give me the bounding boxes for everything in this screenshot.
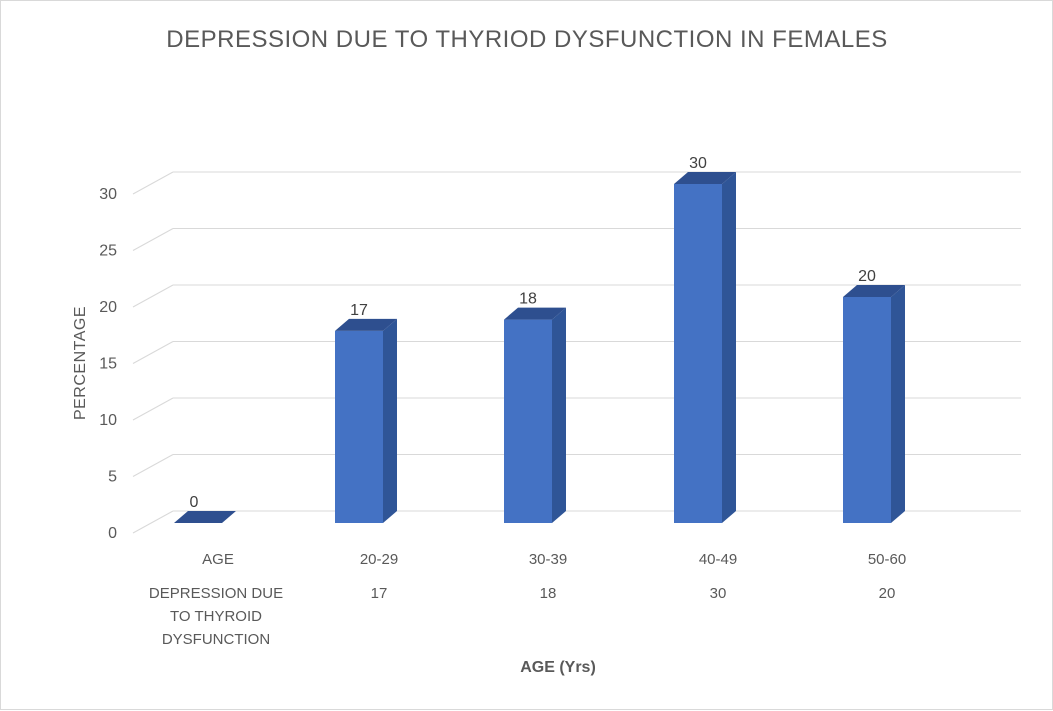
bar-20-29: [335, 318, 397, 523]
table-row-label: DEPRESSION DUE: [149, 585, 283, 602]
bar-40-49: [674, 172, 736, 523]
data-table: DEPRESSION DUE TO THYROID DYSFUNCTION 17 18 3…: [149, 585, 895, 648]
table-cell-value: 30: [710, 585, 727, 602]
bar-30-39: [504, 307, 566, 523]
data-label: 20: [858, 268, 876, 285]
y-tick-label: 25: [99, 243, 117, 260]
x-axis-title: AGE (Yrs): [520, 659, 596, 676]
gridline-30: [132, 171, 1021, 195]
y-tick-label: 20: [99, 299, 117, 316]
x-category-label: 20-29: [360, 551, 398, 568]
y-axis-ticks: 0 5 10 15 20 25 30: [99, 186, 117, 542]
table-row-label: TO THYROID: [170, 608, 262, 625]
gridline-25: [132, 228, 1021, 251]
y-axis-title: PERCENTAGE: [72, 306, 89, 420]
table-cell-value: 18: [540, 585, 557, 602]
y-tick-label: 10: [99, 412, 117, 429]
table-cell-value: 20: [879, 585, 896, 602]
x-category-label: 50-60: [868, 551, 906, 568]
data-label: 18: [519, 291, 537, 308]
x-category-label: 40-49: [699, 551, 737, 568]
data-label: 0: [190, 494, 199, 511]
y-tick-label: 15: [99, 356, 117, 373]
table-cell-value: 17: [371, 585, 388, 602]
table-row-label: DYSFUNCTION: [162, 631, 270, 648]
y-tick-label: 5: [108, 469, 117, 486]
bar-AGE: [174, 511, 236, 523]
y-tick-label: 0: [108, 525, 117, 542]
x-category-label: AGE: [202, 551, 234, 568]
data-label: 30: [689, 155, 707, 172]
x-category-label: 30-39: [529, 551, 567, 568]
bar-50-60: [843, 285, 905, 523]
data-label: 17: [350, 302, 368, 319]
data-labels: 0 17 18 30 20: [190, 155, 876, 511]
y-tick-label: 30: [99, 186, 117, 203]
bars: [174, 172, 905, 523]
category-labels: AGE 20-29 30-39 40-49 50-60: [202, 551, 906, 568]
chart-title: DEPRESSION DUE TO THYRIOD DYSFUNCTION IN…: [166, 26, 887, 53]
